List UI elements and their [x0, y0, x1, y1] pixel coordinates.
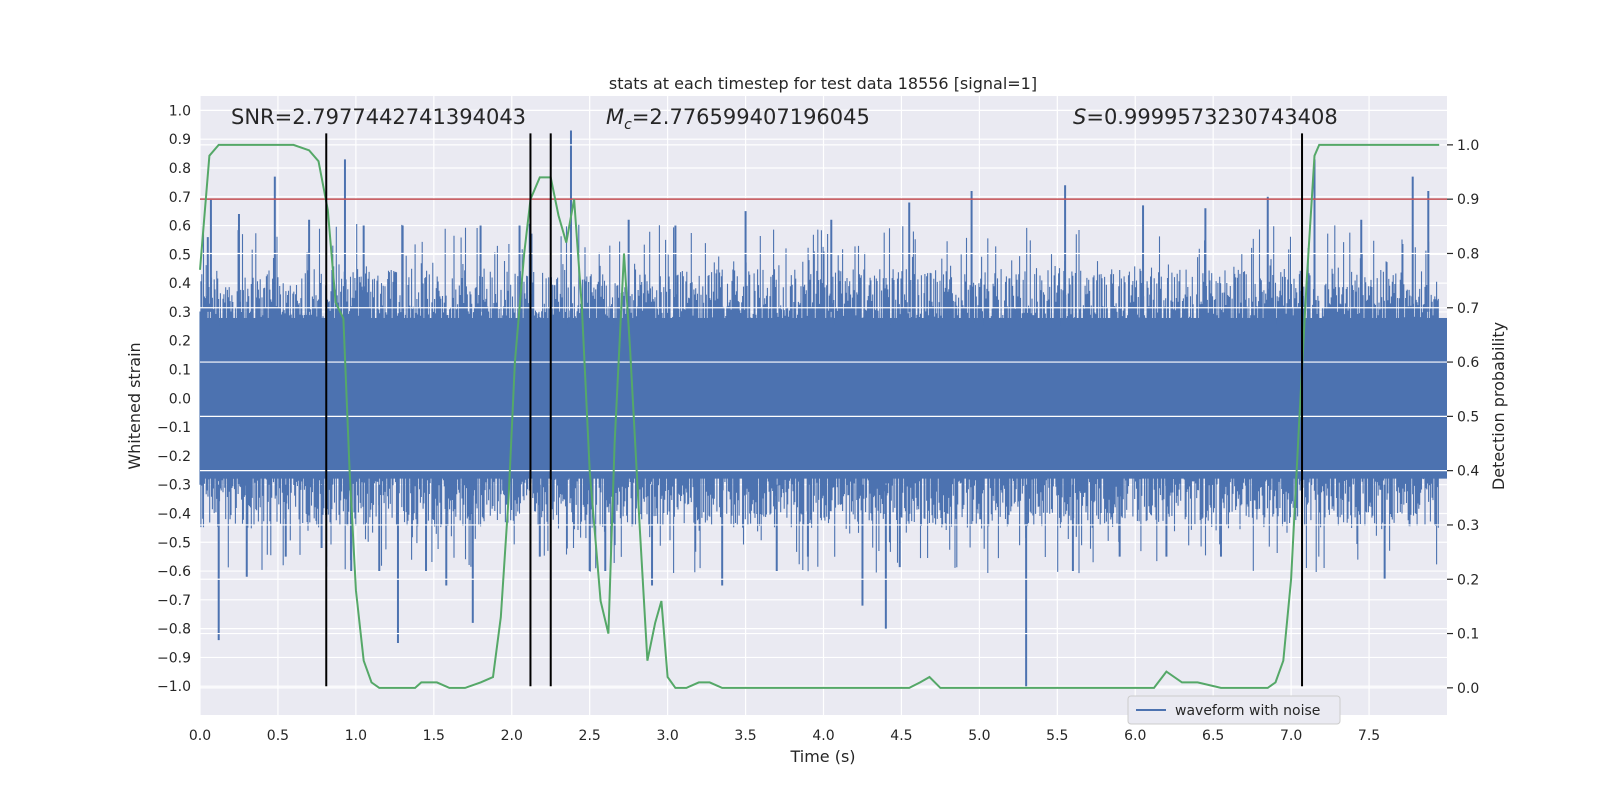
- detection-probability-line: [199, 143, 1440, 689]
- y-left-tick-label: −0.3: [157, 478, 191, 494]
- y-left-tick-label: −0.5: [157, 535, 191, 551]
- y-left-tick-label: 0.1: [169, 363, 191, 379]
- y-left-tick-label: 0.0: [169, 391, 191, 407]
- x-tick-label: 0.0: [189, 728, 211, 744]
- y-right-tick-label: 0.7: [1457, 301, 1479, 317]
- y-left-tick-label: 0.5: [169, 247, 191, 263]
- significance-symbol: S: [1073, 105, 1086, 129]
- x-tick-label: 4.5: [890, 728, 912, 744]
- chirp-mass-value: =2.776599407196045: [632, 105, 870, 129]
- y-right-tick-label: 0.6: [1457, 355, 1479, 371]
- y-left-tick-label: −0.2: [157, 449, 191, 465]
- y-left-tick-label: −0.9: [157, 650, 191, 666]
- x-tick-label: 4.0: [812, 728, 834, 744]
- y-left-tick-label: 0.7: [169, 190, 191, 206]
- y-left-tick-label: −0.4: [157, 506, 191, 522]
- x-axis-label: Time (s): [789, 747, 855, 766]
- y-left-tick-label: 1.0: [169, 103, 191, 119]
- x-tick-label: 3.0: [656, 728, 678, 744]
- significance-value: =0.9999573230743408: [1086, 105, 1337, 129]
- y-left-tick-label: 0.2: [169, 334, 191, 350]
- y-right-axis-ticks: 1.0 0.9 0.8 0.7 0.6 0.5 0.4 0.3 0.2 0.1 0.0: [1447, 138, 1479, 697]
- y-right-tick-label: 0.0: [1457, 681, 1479, 697]
- y-right-tick-label: 0.9: [1457, 192, 1479, 208]
- x-tick-label: 3.5: [734, 728, 756, 744]
- y-left-tick-label: 0.9: [169, 132, 191, 148]
- y-right-axis-label: Detection probability: [1489, 322, 1508, 490]
- x-tick-label: 5.0: [968, 728, 990, 744]
- y-left-tick-label: −0.8: [157, 622, 191, 638]
- chart-title: stats at each timestep for test data 185…: [609, 74, 1037, 93]
- waveform-series: [199, 130, 1447, 687]
- y-left-axis-ticks: 1.0 0.9 0.8 0.7 0.6 0.5 0.4 0.3 0.2 0.1 0.0 −0.1 −0.…: [157, 103, 191, 695]
- y-right-tick-label: 1.0: [1457, 138, 1479, 154]
- y-left-tick-label: −0.7: [157, 593, 191, 609]
- x-tick-label: 6.5: [1202, 728, 1224, 744]
- legend-label: waveform with noise: [1175, 703, 1320, 719]
- x-tick-label: 2.5: [579, 728, 601, 744]
- y-left-tick-label: −0.6: [157, 564, 191, 580]
- y-left-tick-label: 0.3: [169, 305, 191, 321]
- significance-annotation: S=0.9999573230743408: [1073, 105, 1338, 129]
- event-markers: [325, 133, 1304, 687]
- y-right-tick-label: 0.5: [1457, 409, 1479, 425]
- x-tick-label: 6.0: [1124, 728, 1146, 744]
- y-left-axis-label: Whitened strain: [125, 342, 144, 469]
- y-left-tick-label: −0.1: [157, 420, 191, 436]
- y-left-tick-label: 0.4: [169, 276, 191, 292]
- x-tick-label: 0.5: [267, 728, 289, 744]
- chirp-mass-symbol: M: [606, 105, 624, 129]
- x-tick-label: 5.5: [1046, 728, 1068, 744]
- snr-annotation: SNR=2.7977442741394043: [231, 105, 526, 129]
- y-right-tick-label: 0.8: [1457, 246, 1479, 262]
- y-right-tick-label: 0.3: [1457, 518, 1479, 534]
- legend-box: [1127, 695, 1341, 725]
- x-tick-label: 1.5: [423, 728, 445, 744]
- y-right-tick-label: 0.4: [1457, 464, 1479, 480]
- x-tick-label: 1.0: [345, 728, 367, 744]
- x-tick-label: 2.0: [501, 728, 523, 744]
- y-left-tick-label: 0.6: [169, 219, 191, 235]
- y-right-tick-label: 0.2: [1457, 572, 1479, 588]
- chirp-mass-annotation: Mc=2.776599407196045: [606, 105, 870, 133]
- x-axis-ticks: 0.0 0.5 1.0 1.5 2.0 2.5 3.0 3.5 4.0 4.5 5.0 5.5 6.0 6…: [189, 728, 1380, 744]
- y-left-tick-label: −1.0: [157, 679, 191, 695]
- y-left-tick-label: 0.8: [169, 161, 191, 177]
- legend: waveform with noise: [1127, 695, 1341, 725]
- y-right-tick-label: 0.1: [1457, 627, 1479, 643]
- chirp-mass-subscript: c: [624, 117, 632, 133]
- x-tick-label: 7.0: [1280, 728, 1302, 744]
- x-tick-label: 7.5: [1358, 728, 1380, 744]
